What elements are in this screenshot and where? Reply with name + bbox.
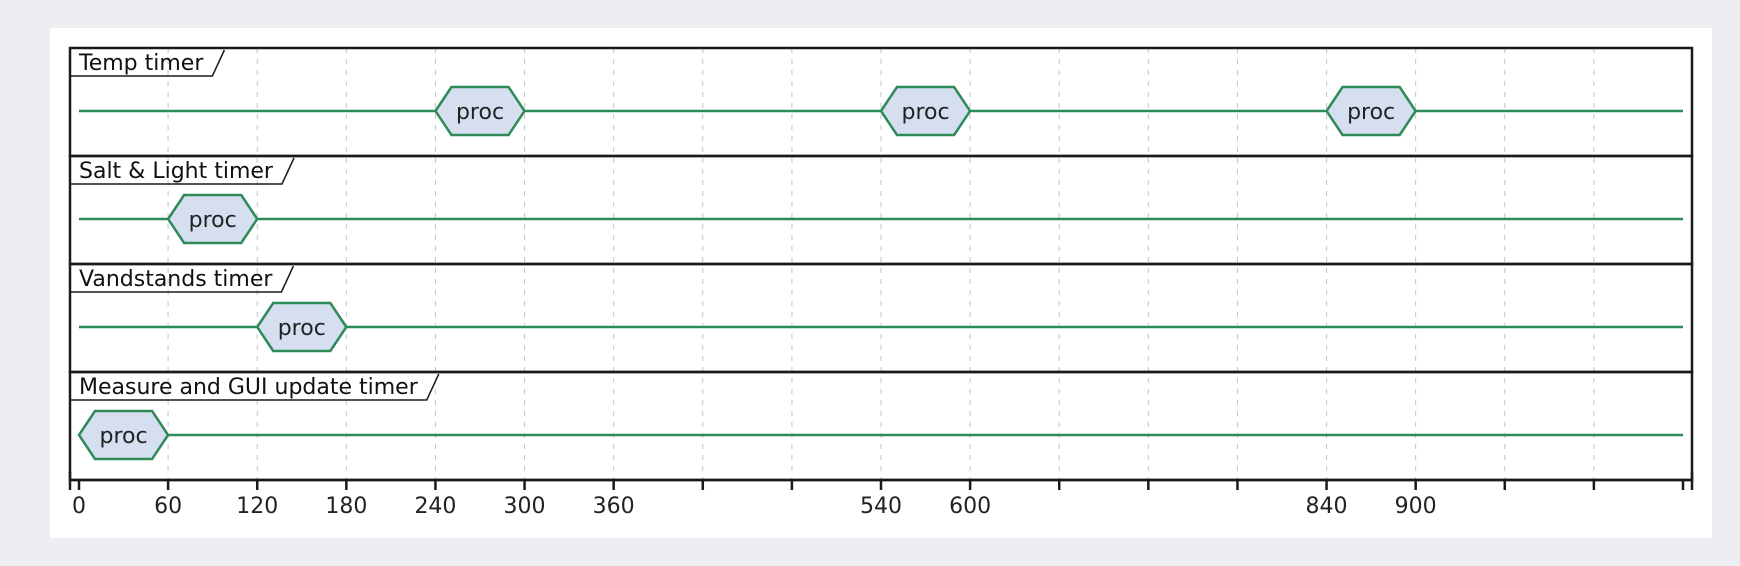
tick-label: 840	[1306, 494, 1348, 519]
lane-title: Vandstands timer	[79, 267, 273, 292]
proc-label: proc	[1347, 100, 1395, 125]
lane-title-tab	[70, 49, 226, 77]
tick-label: 60	[154, 494, 182, 519]
lane-title-tab	[70, 157, 295, 185]
lane-title-tab	[70, 373, 440, 401]
proc-state	[166, 193, 259, 245]
proc-state	[433, 85, 527, 137]
tick-label: 600	[949, 494, 991, 519]
tick-label: 900	[1395, 494, 1437, 519]
lane-title: Temp timer	[78, 51, 204, 76]
proc-label: proc	[189, 208, 237, 233]
proc-label: proc	[100, 424, 148, 449]
lane-title-tab	[70, 265, 295, 293]
tick-label: 0	[72, 494, 86, 519]
tick-label: 360	[593, 494, 635, 519]
tick-label: 240	[414, 494, 456, 519]
tick-label: 180	[325, 494, 367, 519]
proc-label: proc	[902, 100, 950, 125]
tick-label: 120	[236, 494, 278, 519]
proc-state	[255, 301, 348, 353]
proc-label: proc	[456, 100, 504, 125]
proc-state	[1325, 85, 1418, 137]
tick-label: 540	[860, 494, 902, 519]
timing-diagram-svg: Temp timer proc proc proc Salt & Light timer…	[68, 46, 1694, 519]
lane-title: Measure and GUI update timer	[79, 375, 419, 400]
proc-state	[879, 85, 972, 137]
proc-state	[77, 409, 170, 461]
timing-diagram: Temp timer proc proc proc Salt & Light timer…	[50, 28, 1712, 538]
lane-title: Salt & Light timer	[79, 159, 274, 184]
tick-label: 300	[504, 494, 546, 519]
proc-label: proc	[278, 316, 326, 341]
